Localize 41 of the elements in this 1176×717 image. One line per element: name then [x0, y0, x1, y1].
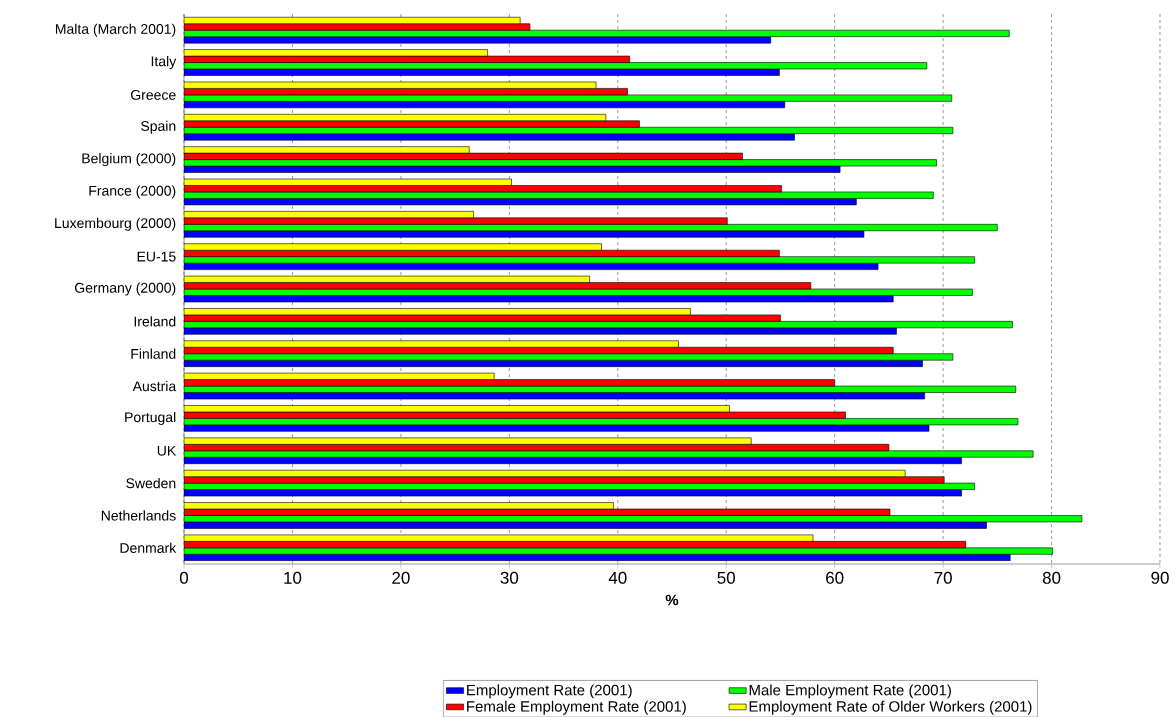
y-tick-label: Spain [141, 120, 176, 134]
y-tick-label: Luxembourg (2000) [55, 217, 176, 231]
bar [184, 23, 531, 31]
y-tick-label: Denmark [120, 542, 177, 553]
x-tick-label: 30 [500, 571, 519, 584]
legend-label: Employment Rate of Older Workers (2001) [749, 700, 1032, 715]
x-tick-label: 70 [934, 571, 952, 584]
y-tick-label: Portugal [125, 411, 176, 425]
y-tick-label: Greece [131, 89, 176, 100]
y-tick-label: Ireland [134, 316, 176, 327]
bar [184, 353, 954, 361]
y-tick-label: Germany (2000) [74, 282, 176, 296]
bar [184, 437, 752, 445]
x-tick-label: 60 [826, 571, 844, 584]
x-tick-label: 40 [608, 571, 627, 584]
bar [184, 217, 728, 225]
x-tick-label: 20 [392, 571, 410, 584]
x-tick-label: 10 [284, 571, 302, 584]
y-tick-label: Malta (March 2001) [55, 23, 176, 37]
y-tick-label: UK [157, 445, 177, 456]
bar [184, 340, 679, 348]
y-tick-label: Finland [131, 348, 176, 359]
bar [184, 450, 1034, 458]
bar [184, 243, 602, 251]
bar [184, 547, 1053, 555]
y-tick-label: Italy [151, 56, 177, 70]
y-tick-label: France (2000) [89, 185, 176, 199]
x-tick-label: 90 [1151, 571, 1169, 584]
legend-label: Female Employment Rate (2001) [467, 700, 686, 715]
x-tick-label: 80 [1042, 571, 1061, 584]
y-tick-label: Netherlands [101, 510, 176, 521]
x-tick-label: 50 [717, 571, 736, 584]
y-tick-label: Austria [132, 380, 177, 392]
y-tick-label: Sweden [126, 477, 176, 489]
legend-label: Employment Rate (2001) [467, 684, 632, 699]
x-tick-label: 0 [179, 571, 189, 584]
legend-label: Male Employment Rate (2001) [749, 684, 951, 699]
bar [184, 120, 640, 128]
y-tick-label: EU-15 [137, 251, 176, 262]
y-tick-label: Belgium (2000) [82, 153, 176, 167]
x-axis-title: % [665, 594, 679, 606]
